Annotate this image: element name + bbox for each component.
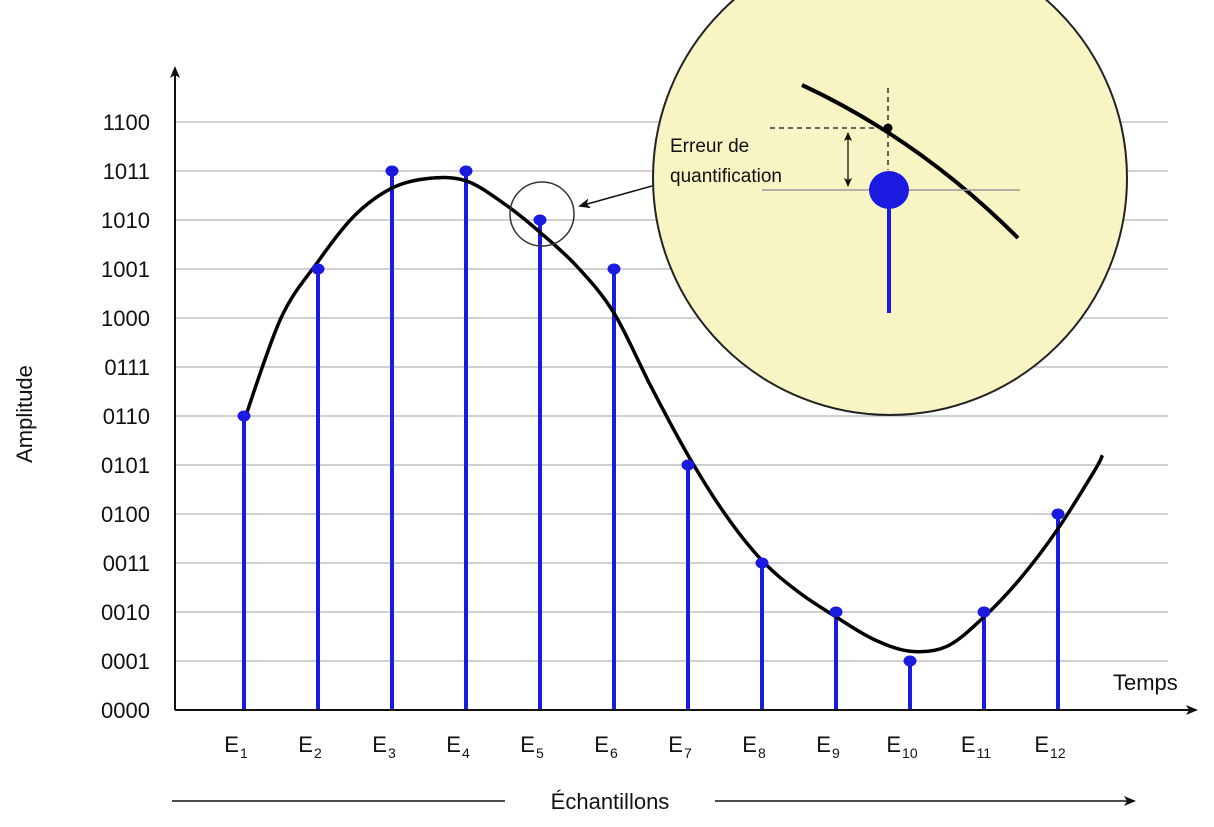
x-tick-E7: E7 (668, 732, 692, 761)
y-tick-0011: 0011 (103, 551, 150, 576)
x-axis-title: Échantillons (551, 789, 670, 814)
x-tick-E6: E6 (594, 732, 618, 761)
y-axis-title: Amplitude (12, 365, 37, 463)
y-tick-0000: 0000 (101, 698, 150, 723)
y-tick-labels: 0000 0001 0010 0011 0100 0101 0110 0111 1000 1001… (101, 110, 150, 723)
x-tick-labels: E1 E2 E3 E4 E5 E6 E7 E8 E9 E10 E11 E12 (224, 732, 1066, 761)
sample-point-3 (385, 165, 399, 177)
y-tick-0101: 0101 (101, 453, 150, 478)
sample-point-7 (681, 459, 695, 471)
x-axis-end-label: Temps (1113, 670, 1178, 695)
zoom-signal-curve (801, 83, 1020, 240)
y-tick-0100: 0100 (101, 502, 150, 527)
sample-point-9 (829, 606, 843, 618)
sample-point-8 (755, 557, 769, 569)
sample-stems (242, 171, 1060, 710)
sample-points (237, 165, 1065, 667)
x-tick-E11: E11 (961, 732, 991, 761)
highlight-circle (509, 181, 575, 247)
callout-arrow (578, 185, 653, 209)
sample-point-5 (533, 214, 547, 226)
x-tick-E10: E10 (886, 732, 917, 761)
x-tick-E12: E12 (1034, 732, 1065, 761)
zoom-annotation-line2: quantification (670, 166, 782, 187)
y-tick-1100: 1100 (103, 110, 150, 135)
x-tick-E8: E8 (742, 732, 766, 761)
zoom-inset: Erreur de quantification (652, 0, 1128, 416)
sample-point-2 (311, 263, 325, 275)
y-tick-0111: 0111 (104, 355, 150, 380)
sample-point-12 (1051, 508, 1065, 520)
sample-point-6 (607, 263, 621, 275)
y-tick-1001: 1001 (101, 257, 150, 282)
zoom-sample-point (869, 171, 909, 209)
x-tick-E9: E9 (816, 732, 840, 761)
y-tick-1000: 1000 (101, 306, 150, 331)
y-tick-1010: 1010 (101, 208, 150, 233)
x-tick-E3: E3 (372, 732, 396, 761)
y-tick-0010: 0010 (101, 600, 150, 625)
sample-point-10 (903, 655, 917, 667)
x-tick-E4: E4 (446, 732, 470, 761)
y-tick-1011: 1011 (103, 159, 150, 184)
sample-point-1 (237, 410, 251, 422)
x-tick-E1: E1 (224, 732, 248, 761)
y-tick-0110: 0110 (103, 404, 150, 429)
sample-point-11 (977, 606, 991, 618)
y-tick-0001: 0001 (101, 649, 150, 674)
x-tick-E2: E2 (298, 732, 322, 761)
zoom-annotation-line1: Erreur de (670, 136, 749, 157)
sample-point-4 (459, 165, 473, 177)
x-tick-E5: E5 (520, 732, 544, 761)
zoom-curve-point (883, 123, 893, 133)
